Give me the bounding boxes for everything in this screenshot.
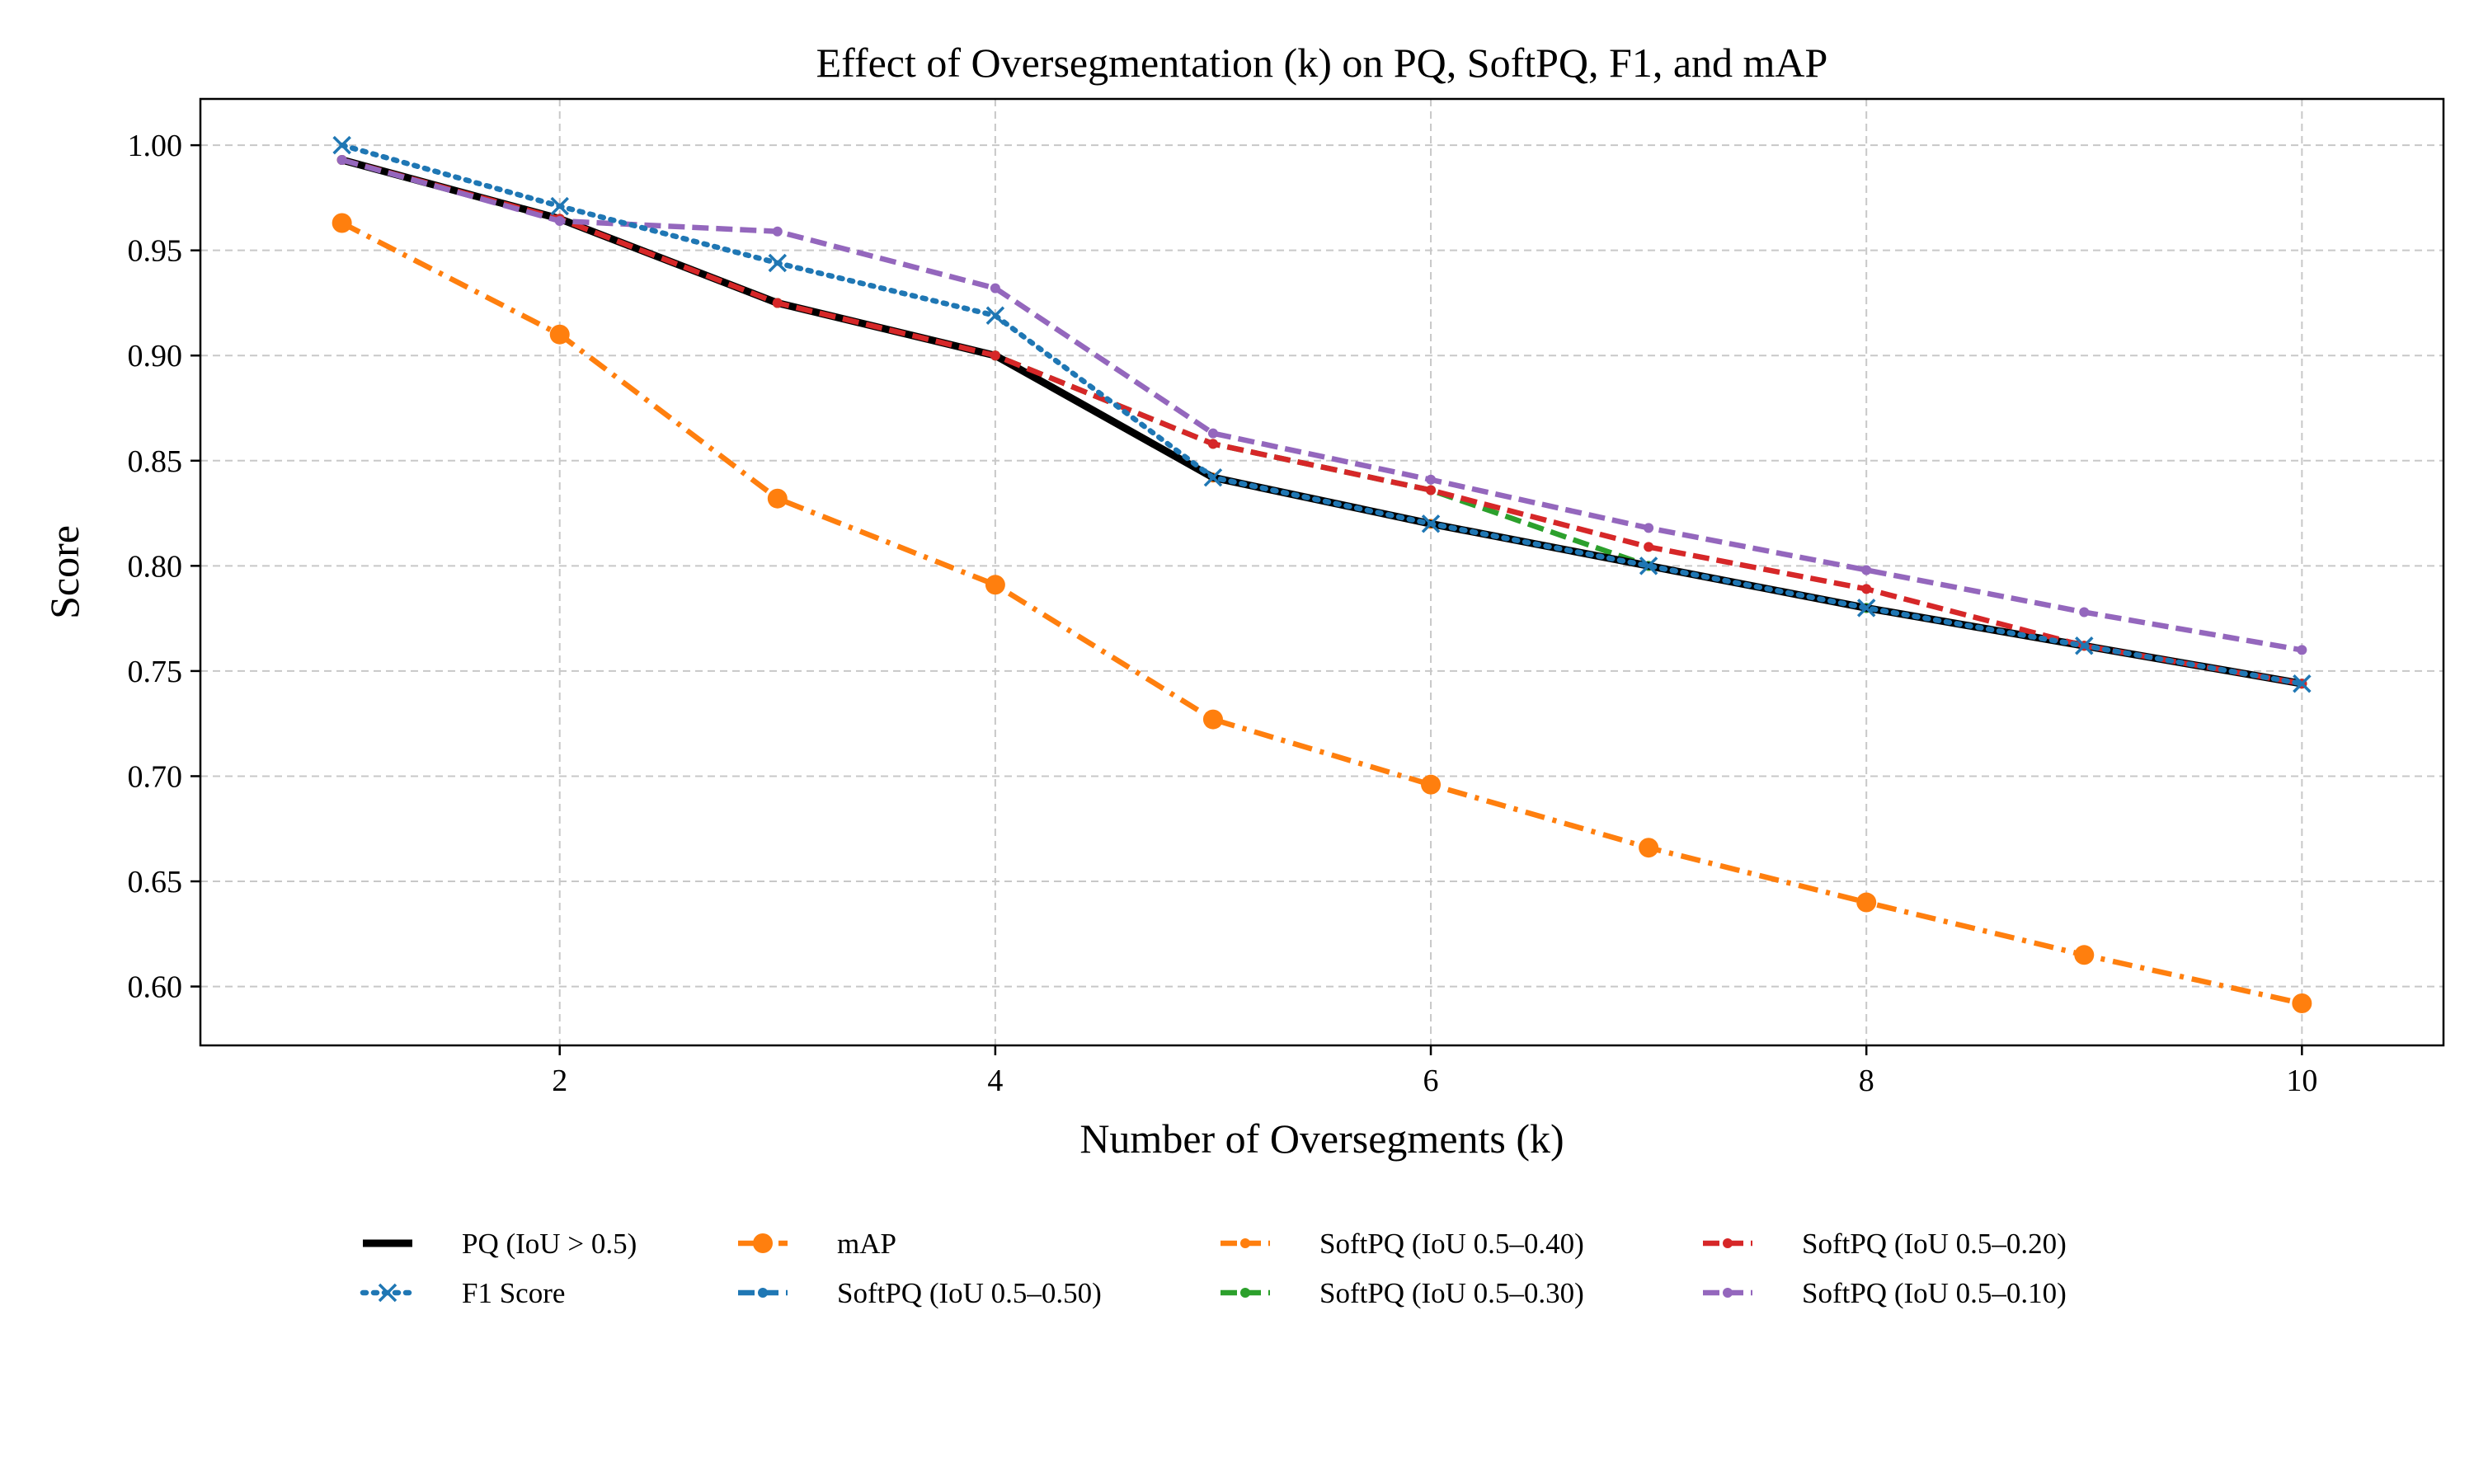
data-point: [2292, 993, 2312, 1013]
data-point: [772, 226, 783, 237]
series-line-softpq-iou-0-5-0-20: [341, 157, 2302, 687]
data-point: [549, 324, 570, 345]
legend-swatch-marker: [1723, 1238, 1733, 1248]
legend-item-softpq-iou-0-5-0-10: SoftPQ (IoU 0.5–0.10): [1703, 1277, 2067, 1309]
x-tick-label: 8: [1859, 1064, 1874, 1098]
data-point: [1203, 467, 1223, 487]
data-point: [1856, 892, 1877, 913]
data-point: [2079, 607, 2090, 618]
series-line-softpq-iou-0-5-0-50: [341, 157, 2302, 687]
data-point: [2074, 945, 2095, 965]
x-tick-label: 6: [1423, 1064, 1439, 1098]
y-ticks: 0.60 0.65 0.70 0.75 0.80 0.85 0.90 0.95 1.00: [128, 129, 200, 1005]
data-point: [550, 196, 569, 216]
data-point: [1639, 838, 1659, 858]
legend-item-softpq-iou-0-5-0-50: SoftPQ (IoU 0.5–0.50): [738, 1277, 1102, 1309]
y-tick-label: 0.75: [128, 655, 183, 689]
x-tick-label: 10: [2286, 1064, 2317, 1098]
data-point: [1426, 485, 1437, 495]
legend-label: PQ (IoU > 0.5): [462, 1228, 637, 1260]
legend-swatch-marker: [758, 1288, 768, 1298]
series-line-softpq-iou-0-5-0-10: [341, 157, 2302, 653]
series-softpq-iou-0-5-0-50: [336, 154, 2307, 689]
data-point: [985, 306, 1005, 326]
data-point: [1202, 709, 1223, 730]
data-point: [990, 283, 1000, 294]
data-point: [767, 488, 788, 509]
grid: [200, 99, 2443, 1045]
x-tick-label: 4: [987, 1064, 1003, 1098]
data-point: [990, 350, 1000, 361]
y-tick-label: 0.85: [128, 444, 183, 479]
data-point: [336, 154, 347, 165]
y-axis-label: Score: [41, 525, 87, 619]
y-tick-label: 0.70: [128, 759, 183, 794]
plot-frame: [199, 97, 2445, 1047]
legend-item-softpq-iou-0-5-0-20: SoftPQ (IoU 0.5–0.20): [1703, 1228, 2067, 1260]
legend-item-pq-iou-0-5: PQ (IoU > 0.5): [363, 1228, 637, 1260]
y-tick-label: 1.00: [128, 129, 183, 163]
series-line-softpq-iou-0-5-0-30: [341, 157, 2302, 687]
data-point: [768, 253, 788, 273]
data-point: [2075, 636, 2094, 655]
legend-swatch-marker: [1723, 1288, 1733, 1298]
legend-swatch-marker: [1240, 1238, 1250, 1248]
series-layer: [332, 135, 2312, 1013]
legend-label: SoftPQ (IoU 0.5–0.10): [1802, 1277, 2067, 1309]
legend-label: SoftPQ (IoU 0.5–0.20): [1802, 1228, 2067, 1260]
series-softpq-iou-0-5-0-30: [336, 154, 2307, 689]
data-point: [1861, 584, 1872, 594]
data-point: [985, 575, 1005, 595]
x-ticks: 2 4 6 8 10: [552, 1045, 2317, 1098]
y-tick-label: 0.80: [128, 549, 183, 584]
data-point: [1861, 565, 1872, 575]
data-point: [554, 215, 565, 226]
x-tick-label: 2: [552, 1064, 567, 1098]
data-point: [1644, 523, 1654, 533]
series-f1-score: [332, 135, 2312, 693]
y-tick-label: 0.95: [128, 234, 183, 269]
data-point: [1644, 542, 1654, 552]
series-line-softpq-iou-0-5-0-40: [341, 157, 2302, 687]
data-point: [1426, 474, 1437, 485]
data-point: [332, 213, 352, 233]
data-point: [2297, 645, 2307, 655]
legend: PQ (IoU > 0.5) F1 Score mAP SoftPQ (IoU 0.5…: [360, 1228, 2067, 1309]
series-pq-iou-0-5: [341, 156, 2303, 688]
data-point: [1421, 514, 1441, 533]
data-point: [772, 298, 783, 308]
series-line-f1-score: [339, 142, 2305, 687]
x-axis-label: Number of Oversegments (k): [1079, 1115, 1564, 1162]
series-softpq-iou-0-5-0-40: [336, 154, 2307, 689]
data-point: [1639, 556, 1658, 575]
data-point: [1207, 439, 1218, 449]
series-line-pq-iou-0-5: [341, 156, 2303, 688]
series-map: [332, 213, 2312, 1013]
legend-label: SoftPQ (IoU 0.5–0.40): [1319, 1228, 1584, 1260]
legend-item-map: mAP: [738, 1228, 896, 1260]
legend-item-softpq-iou-0-5-0-40: SoftPQ (IoU 0.5–0.40): [1221, 1228, 1584, 1260]
legend-item-softpq-iou-0-5-0-30: SoftPQ (IoU 0.5–0.30): [1221, 1277, 1584, 1309]
legend-swatch-marker: [1240, 1288, 1250, 1298]
chart-title: Effect of Oversegmentation (k) on PQ, So…: [816, 40, 1828, 86]
legend-label: SoftPQ (IoU 0.5–0.50): [837, 1277, 1102, 1309]
data-point: [2293, 674, 2312, 693]
legend-item-f1-score: F1 Score: [360, 1277, 565, 1309]
data-point: [1207, 428, 1218, 439]
legend-label: SoftPQ (IoU 0.5–0.30): [1319, 1277, 1584, 1309]
y-tick-label: 0.65: [128, 865, 183, 899]
data-point: [1421, 774, 1442, 795]
legend-label: F1 Score: [462, 1277, 565, 1309]
y-tick-label: 0.60: [128, 970, 183, 1005]
y-tick-label: 0.90: [128, 339, 183, 373]
legend-swatch-marker: [753, 1233, 773, 1253]
data-point: [1856, 599, 1876, 618]
legend-label: mAP: [837, 1228, 896, 1260]
data-point: [332, 135, 351, 155]
series-softpq-iou-0-5-0-20: [336, 154, 2307, 689]
legend-swatch-marker: [378, 1283, 397, 1303]
series-line-map: [341, 220, 2303, 1007]
series-softpq-iou-0-5-0-10: [336, 154, 2307, 655]
